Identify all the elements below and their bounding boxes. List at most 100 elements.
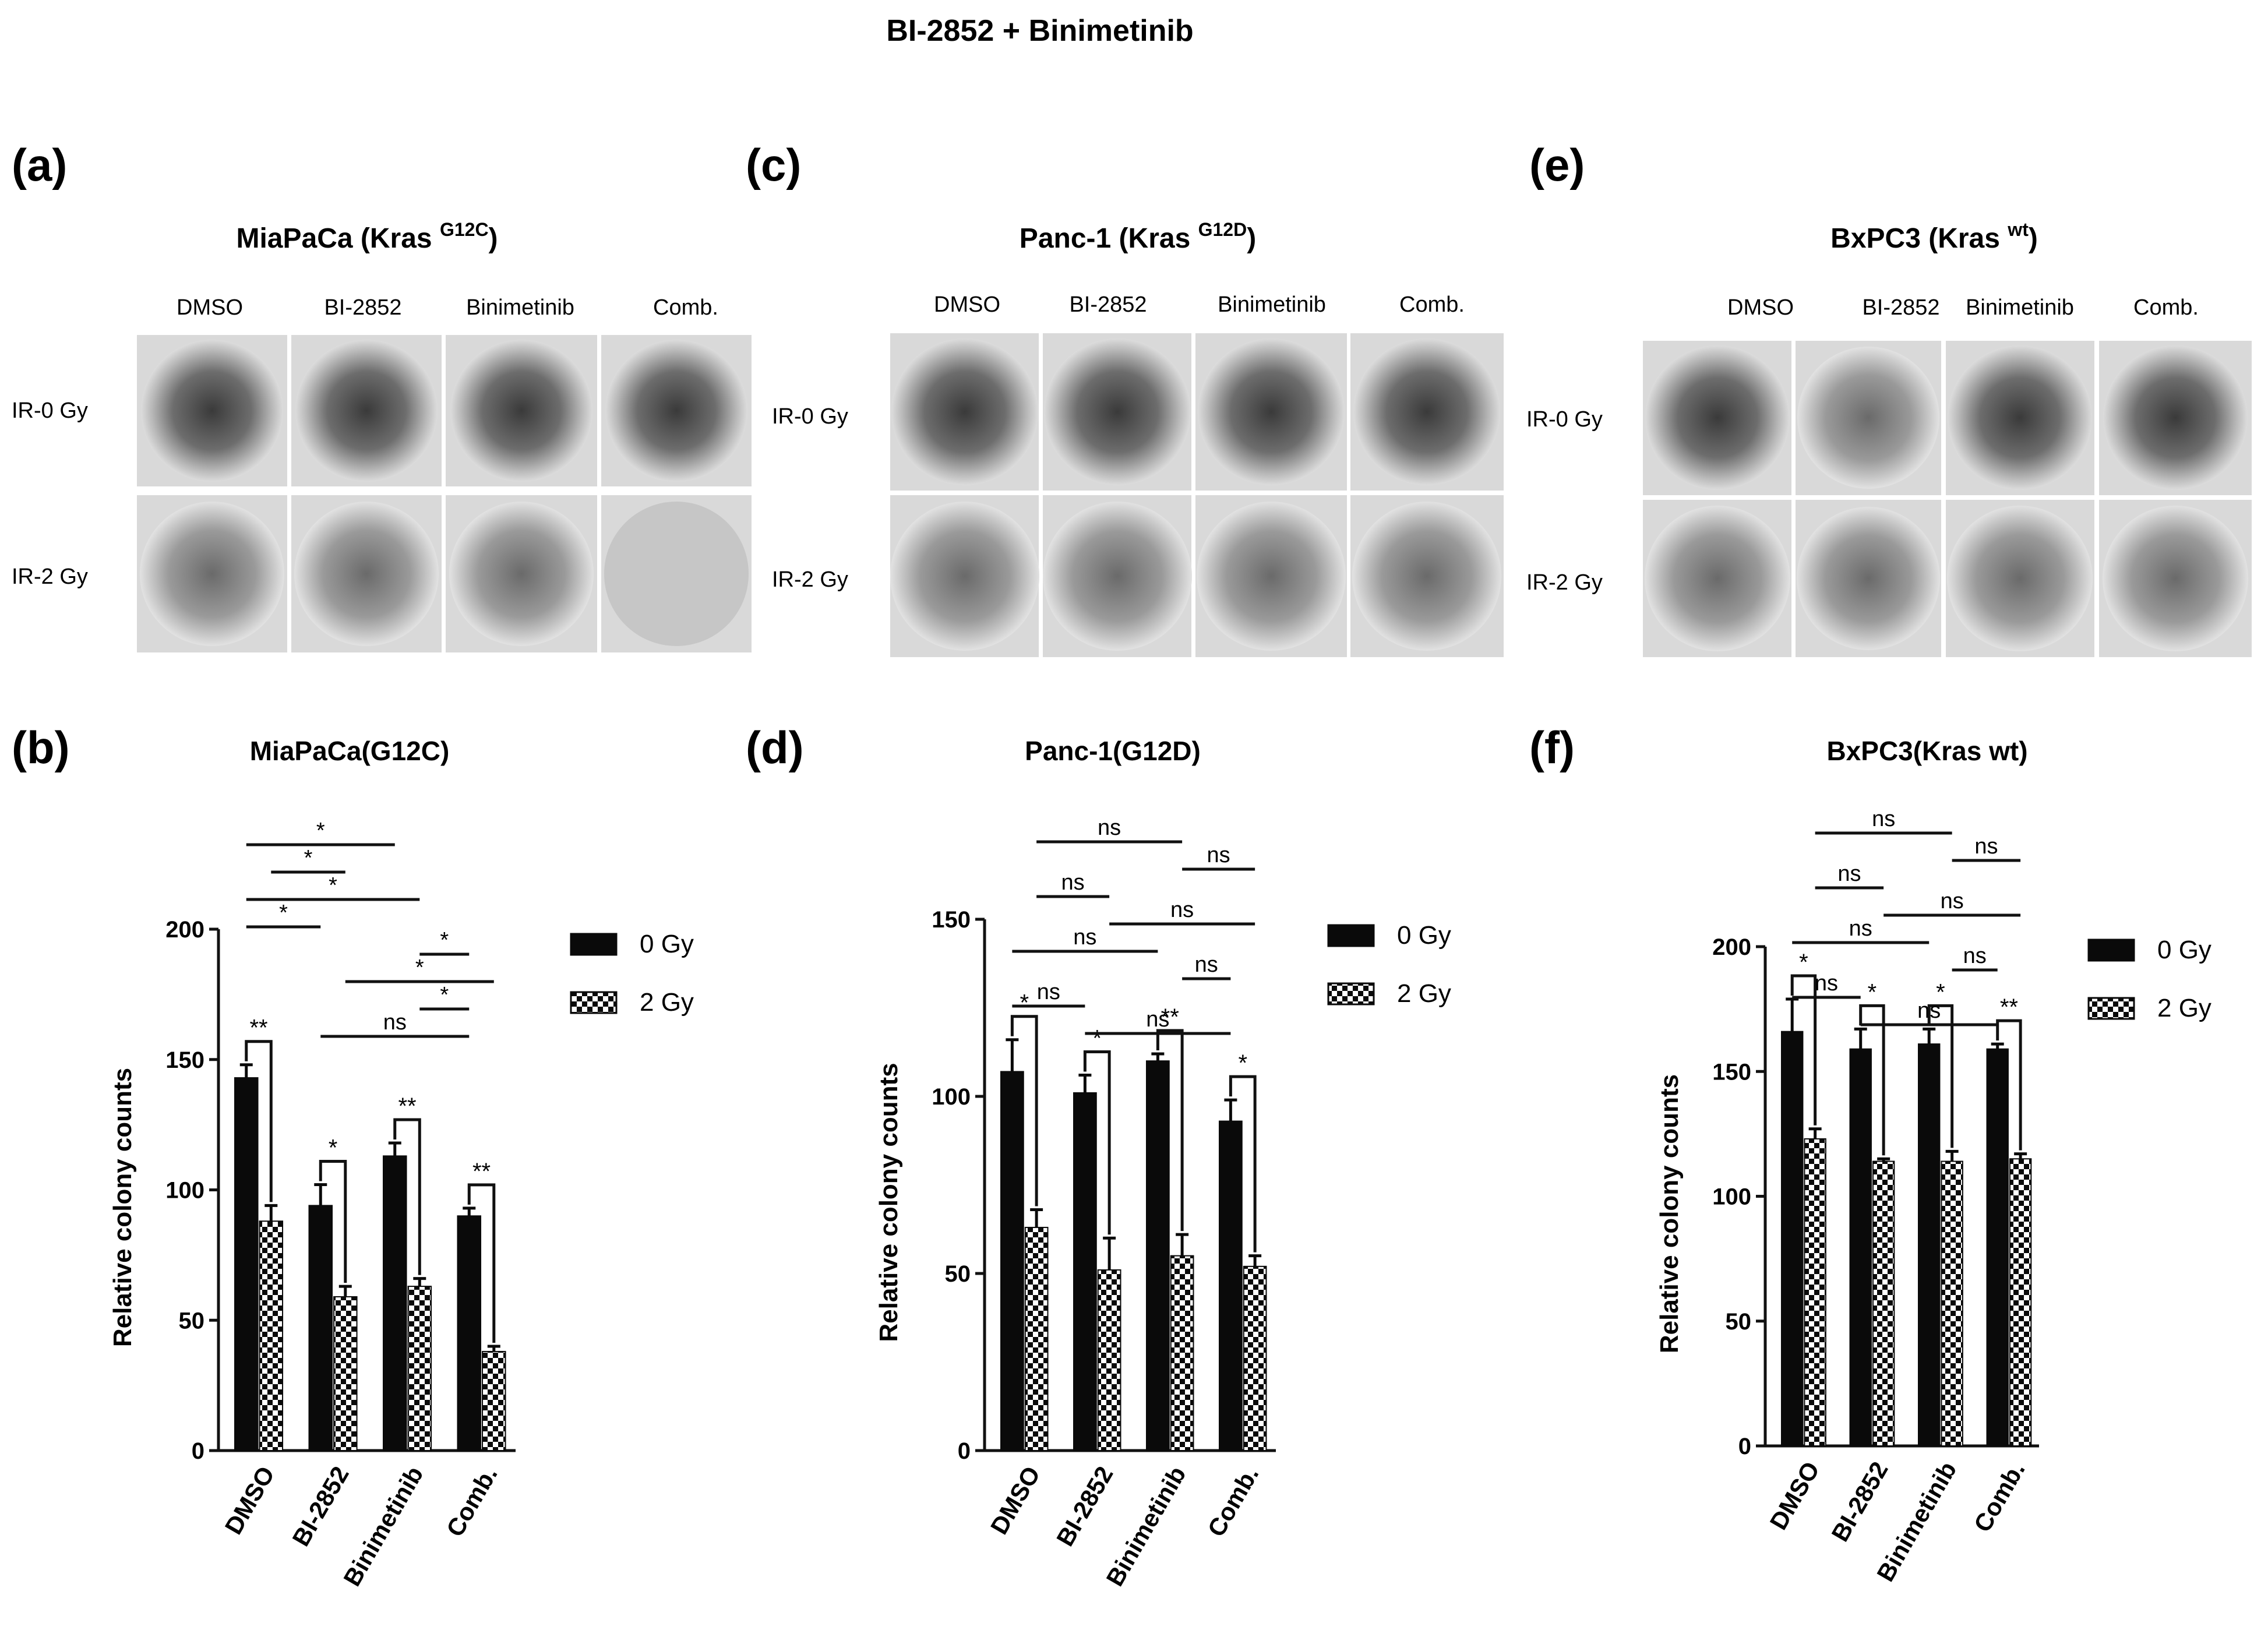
image-panel-c-title: Panc-1 (Kras G12D)	[1020, 219, 1256, 254]
y-tick-label: 50	[179, 1308, 205, 1333]
col-label-binimetinib: Binimetinib	[466, 295, 574, 320]
comparison-label: ns	[1837, 862, 1861, 886]
dish	[1797, 347, 1939, 489]
col-label-binimetinib: Binimetinib	[1218, 292, 1326, 317]
legend-label: 2 Gy	[1397, 979, 1451, 1008]
pair-significance-label: *	[1238, 1050, 1247, 1076]
pair-bracket	[1156, 1029, 1184, 1232]
row-label-ir0: IR-0 Gy	[1526, 407, 1603, 432]
bar	[1024, 1226, 1049, 1451]
y-tick-label: 0	[958, 1438, 971, 1464]
comparison-label: ns	[1037, 980, 1060, 1004]
row-label-ir0: IR-0 Gy	[772, 404, 848, 429]
dish	[1948, 345, 2092, 490]
dish	[294, 502, 439, 646]
bar-chart-d: (d) Panc-1(G12D) 0 50 100 150 Relative colony …	[746, 722, 1451, 1591]
col-label-comb: Comb.	[1399, 292, 1465, 317]
pair-bracket	[1010, 1015, 1038, 1206]
dish	[1352, 502, 1501, 651]
x-tick-label: Binimetinib	[338, 1462, 428, 1591]
comparison-label: ns	[1941, 889, 1964, 913]
comparison-label: *	[415, 955, 424, 980]
dish	[2103, 345, 2248, 490]
comparison-label: ns	[1974, 834, 1998, 859]
bar	[1986, 1048, 2009, 1447]
row-label-ir2: IR-2 Gy	[772, 567, 848, 592]
comparison-label: *	[440, 928, 449, 952]
dish	[1947, 506, 2093, 651]
dish	[1198, 338, 1345, 485]
pair-significance-label: *	[1020, 990, 1029, 1016]
row-label-ir0: IR-0 Gy	[12, 398, 88, 423]
dish	[449, 502, 594, 646]
comparison-label: ns	[1061, 870, 1085, 895]
comparison-label: ns	[1963, 944, 1987, 968]
bar	[1243, 1265, 1267, 1452]
pair-significance-label: **	[398, 1093, 416, 1119]
figure-title: BI-2852 + Binimetinib	[886, 14, 1193, 48]
dish	[1645, 506, 1790, 651]
panel-letter: (f)	[1529, 722, 1575, 773]
pair-significance-label: **	[472, 1159, 491, 1184]
col-label-comb: Comb.	[2133, 295, 2199, 320]
bar	[1219, 1120, 1243, 1452]
dish-grid-c	[890, 333, 1504, 657]
bar	[308, 1205, 333, 1452]
panel-letter: (b)	[12, 722, 70, 773]
dish	[2103, 506, 2248, 651]
comparison-label: ns	[1146, 1007, 1169, 1032]
y-tick-label: 100	[1712, 1184, 1751, 1210]
x-tick-label: Comb.	[441, 1462, 503, 1541]
bar	[482, 1350, 506, 1451]
bar	[1849, 1048, 1872, 1447]
bar	[1804, 1138, 1826, 1446]
comparison-label: ns	[1815, 971, 1838, 996]
bar	[407, 1286, 432, 1451]
bar	[1146, 1060, 1170, 1451]
dish-grid-a	[137, 335, 752, 652]
col-label-dmso: DMSO	[934, 292, 1000, 317]
legend-swatch	[570, 991, 618, 1014]
dish	[295, 340, 438, 482]
image-panel-a-title: MiaPaCa (Kras G12C)	[236, 219, 498, 254]
y-tick-label: 200	[1712, 934, 1751, 960]
x-tick-label: BI-2852	[1826, 1457, 1893, 1546]
chart-title: BxPC3(Kras wt)	[1826, 736, 2027, 766]
dish	[604, 502, 749, 646]
comparison-label: *	[279, 901, 288, 925]
col-label-dmso: DMSO	[177, 295, 243, 320]
legend-swatch	[1327, 924, 1375, 947]
legend-swatch	[2087, 997, 2135, 1020]
image-panel-c: (c) Panc-1 (Kras G12D) DMSO BI-2852 Bini…	[746, 139, 1504, 657]
comparison-label: ns	[1195, 952, 1218, 977]
dish-grid-e	[1643, 341, 2252, 657]
y-axis-label: Relative colony counts	[1655, 1074, 1684, 1353]
row-label-ir2: IR-2 Gy	[12, 564, 88, 589]
pair-bracket	[245, 1040, 273, 1202]
pair-significance-label: **	[2000, 994, 2018, 1020]
bar	[259, 1220, 284, 1451]
x-tick-label: BI-2852	[287, 1462, 354, 1551]
pair-significance-label: **	[249, 1015, 267, 1041]
col-label-bi2852: BI-2852	[1862, 295, 1939, 320]
comparison-label: ns	[1917, 999, 1941, 1023]
pair-bracket	[1083, 1050, 1111, 1235]
col-label-comb: Comb.	[653, 295, 718, 320]
bar	[333, 1296, 358, 1452]
chart-title: Panc-1(G12D)	[1025, 736, 1201, 766]
dish	[1197, 502, 1346, 651]
y-tick-label: 0	[1738, 1434, 1751, 1459]
image-panel-a: (a) MiaPaCa (Kras G12C) DMSO BI-2852 Bin…	[12, 139, 752, 652]
pair-bracket	[1790, 974, 1817, 1126]
comparison-label: ns	[1872, 807, 1895, 831]
bar	[1872, 1160, 1895, 1446]
y-tick-label: 150	[1712, 1059, 1751, 1085]
dish	[890, 502, 1039, 651]
legend-label: 2 Gy	[640, 988, 694, 1017]
col-label-binimetinib: Binimetinib	[1966, 295, 2074, 320]
y-axis-label: Relative colony counts	[874, 1063, 903, 1342]
y-axis-label: Relative colony counts	[108, 1068, 137, 1347]
pair-significance-label: *	[1868, 979, 1877, 1005]
dish	[605, 340, 747, 482]
